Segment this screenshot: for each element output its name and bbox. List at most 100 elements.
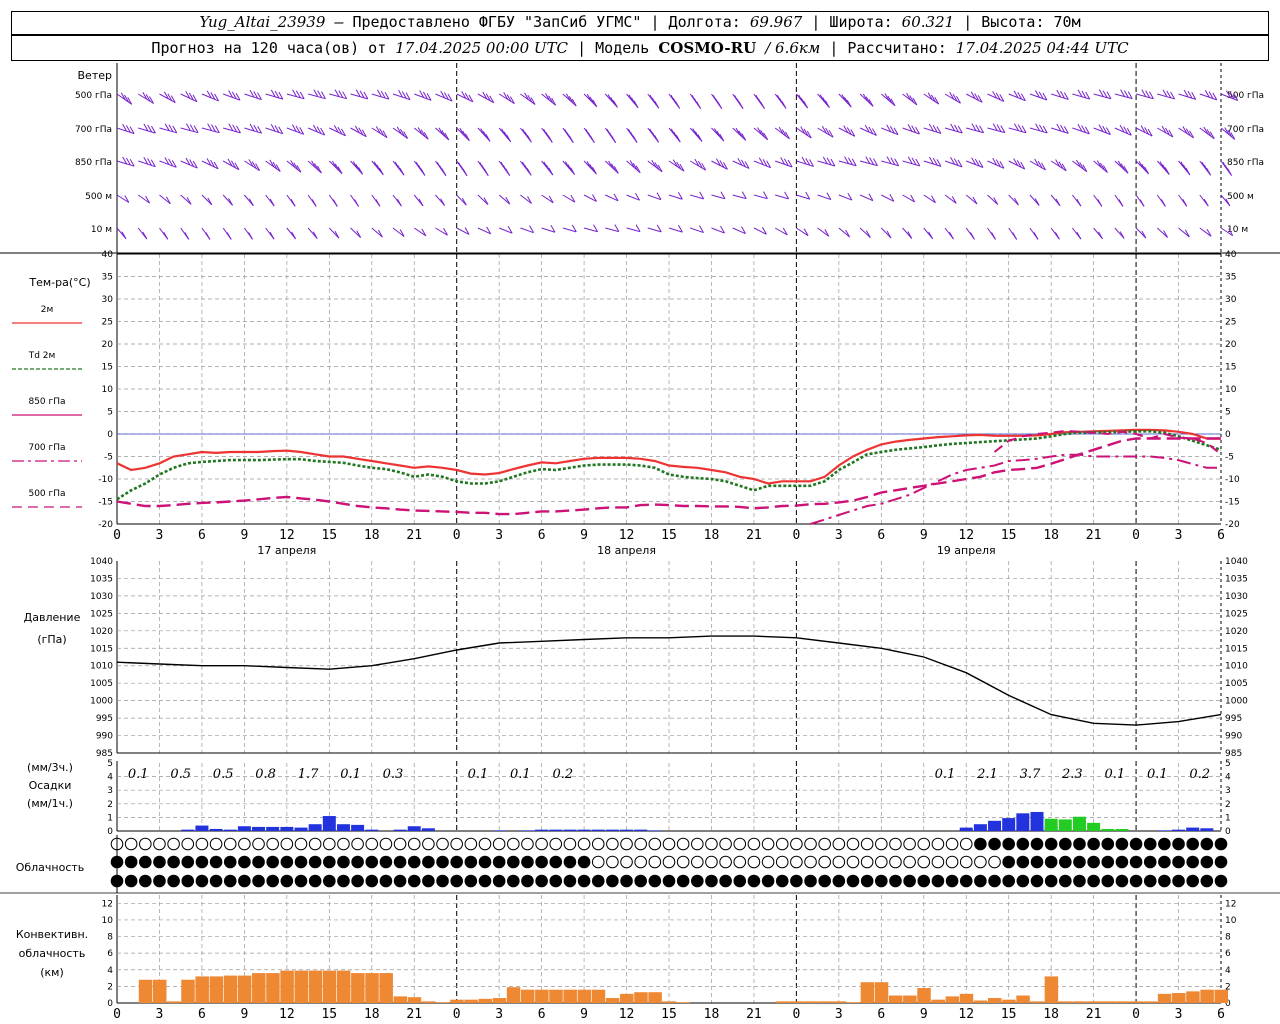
wind-barb-flag	[1098, 124, 1104, 132]
cloud-cover-symbol	[1200, 874, 1214, 888]
wind-barb-flag	[1203, 126, 1209, 135]
wind-barb-flag	[145, 195, 151, 204]
wind-barb-flag	[1233, 93, 1239, 101]
wind-barb	[562, 194, 576, 203]
wind-barb	[159, 127, 177, 134]
wind-barb	[222, 160, 240, 171]
wind-barb-flag	[1126, 128, 1132, 136]
x-tick-label: 18	[1043, 528, 1059, 543]
x-tick-label: 21	[746, 528, 762, 543]
wind-barb	[137, 93, 154, 104]
convective-bar	[874, 982, 889, 1003]
cloud-cover-symbol	[591, 855, 605, 869]
precip-bar	[252, 826, 266, 831]
cloud-cover-symbol	[181, 837, 195, 851]
wind-barb-flag	[377, 229, 383, 238]
precip-bar	[1002, 818, 1016, 831]
wind-barb	[116, 160, 135, 167]
wind-barb-flag	[550, 224, 556, 233]
precip-unit-3h: (мм/3ч.)	[27, 761, 73, 774]
cloud-cover-symbol	[1016, 837, 1030, 851]
cloud-cover-symbol	[393, 837, 407, 851]
temp-ytick-left: -5	[104, 453, 113, 463]
convective-bar	[1044, 976, 1059, 1003]
wind-barb	[435, 227, 448, 236]
wind-barb-flag	[147, 124, 153, 133]
wind-barb-flag	[482, 131, 488, 139]
cloud-cover-symbol	[379, 837, 393, 851]
x-tick-label: 15	[1001, 528, 1017, 543]
wind-barb-flag	[1123, 166, 1129, 174]
cloud-cover-symbol	[860, 837, 874, 851]
temp-ytick-right: -20	[1225, 520, 1240, 530]
wind-barb-flag	[1103, 165, 1108, 173]
wind-barb	[987, 127, 1005, 134]
wind-barb-flag	[741, 191, 747, 199]
wind-barb	[456, 227, 470, 235]
pres-ytick-right: 1025	[1225, 609, 1248, 619]
wind-barb-flag	[447, 93, 453, 102]
precip-bar	[520, 830, 534, 831]
wind-barb-flag	[927, 92, 933, 100]
wind-barb-flag	[299, 91, 305, 100]
cloud-cover-symbol	[351, 837, 364, 851]
wind-barb-flag	[527, 94, 533, 103]
wind-barb	[1114, 93, 1133, 100]
header-line-1: Yug_Altai_23939 – Предоставлено ФГБУ "За…	[11, 11, 1269, 35]
wind-barb-flag	[211, 124, 216, 132]
wind-barb-flag	[332, 199, 338, 207]
convective-bar	[888, 995, 903, 1003]
precip-bar	[365, 829, 379, 831]
wind-barb-flag	[893, 127, 899, 135]
wind-barb-flag	[1141, 89, 1147, 97]
wind-barb-flag	[530, 97, 536, 105]
conv-ytick-left: 0	[107, 999, 113, 1009]
cloud-cover-symbol	[563, 855, 577, 869]
wind-barb-flag	[464, 92, 470, 101]
cloud-cover-symbol	[238, 837, 251, 851]
wind-barb-flag	[936, 159, 942, 167]
wind-barb-flag	[150, 159, 156, 167]
wind-barb-flag	[342, 91, 348, 99]
wind-level-label: 500 м	[85, 192, 112, 202]
wind-barb	[1093, 93, 1112, 100]
wind-barb-flag	[996, 124, 1002, 132]
wind-barb-flag	[422, 91, 428, 100]
wind-barb-flag	[355, 164, 361, 172]
wind-barb-flag	[1117, 160, 1123, 169]
wind-barb-flag	[783, 158, 789, 166]
wind-barb	[1135, 227, 1147, 239]
wind-barb-flag	[226, 232, 232, 240]
wind-barb-flag	[614, 224, 620, 232]
wind-barb-flag	[165, 196, 171, 205]
cloud-cover-symbol	[832, 855, 846, 869]
x-tick-label: 6	[877, 528, 885, 543]
wind-barb-flag	[675, 134, 681, 143]
alt-label: Высота:	[981, 13, 1045, 31]
wind-barb-flag	[1085, 91, 1091, 100]
convective-bar	[973, 1000, 988, 1003]
x-tick-label-bottom: 18	[364, 1007, 380, 1022]
precip-ytick-right: 1	[1225, 813, 1231, 823]
temp-ytick-right: 15	[1225, 363, 1236, 373]
wind-barb	[774, 160, 793, 168]
wind-barb	[902, 160, 920, 167]
wind-barb-flag	[501, 128, 507, 136]
temp-ytick-right: 10	[1225, 385, 1237, 395]
wind-barb	[1029, 127, 1048, 134]
cloud-cover-symbol	[959, 837, 973, 851]
x-tick-label-bottom: 9	[240, 1007, 248, 1022]
wind-barb-flag	[186, 197, 192, 205]
wind-barb-flag	[545, 93, 550, 101]
wind-barb	[987, 194, 999, 205]
wind-barb-flag	[125, 125, 131, 133]
wind-barb-flag	[1035, 123, 1041, 132]
wind-barb	[923, 160, 942, 167]
wind-barb	[838, 127, 856, 137]
wind-barb-flag	[1119, 231, 1125, 239]
wind-barb-flag	[757, 127, 763, 135]
cloud-cover-symbol	[945, 874, 959, 888]
wind-barb-flag	[992, 157, 998, 166]
wind-barb-flag	[821, 125, 827, 134]
wind-barb	[732, 227, 746, 235]
